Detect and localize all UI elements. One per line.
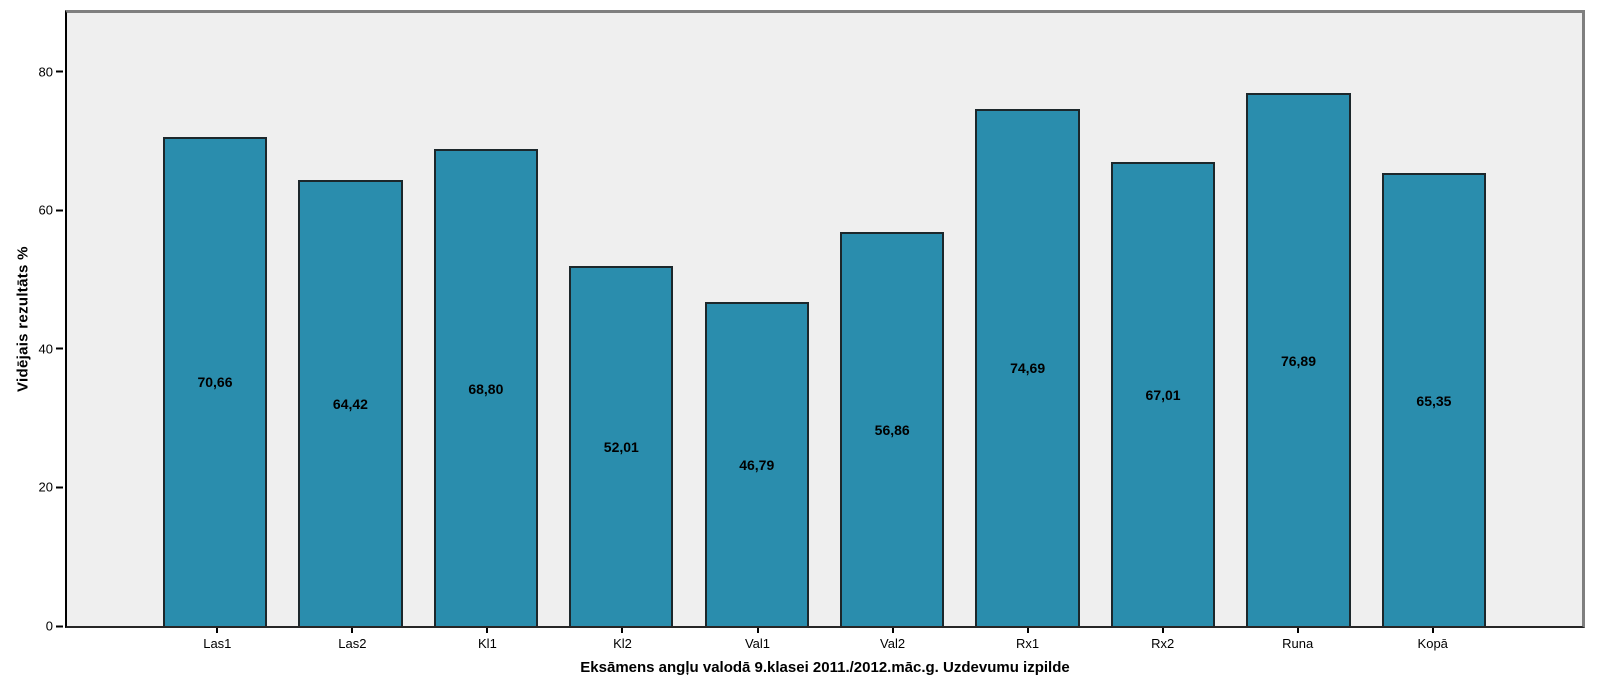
x-tick-mark: [891, 628, 894, 633]
x-tick-label: Val1: [744, 636, 771, 651]
x-tick-label: Rx1: [1016, 636, 1040, 651]
x-tick-Kl2: Kl2: [555, 628, 690, 651]
bar-Las2[interactable]: 64,42: [298, 179, 403, 626]
x-tick-label: Las1: [203, 636, 232, 651]
bar-Kopā[interactable]: 65,35: [1381, 173, 1487, 626]
bar-value-label: 46,79: [739, 456, 775, 473]
bar-value-label: 56,86: [874, 422, 910, 439]
x-tick-mark: [1431, 628, 1434, 633]
x-tick-mark: [1161, 628, 1164, 633]
y-tick-label: 0: [45, 618, 53, 634]
x-tick-Las1: Las1: [150, 628, 285, 651]
x-tick-Val2: Val2: [825, 628, 960, 651]
x-tick-label: Kl2: [613, 636, 632, 651]
bar-slot: 70,66: [147, 13, 282, 626]
y-axis-ticks: 0 20 40 60 80: [0, 13, 63, 634]
bar-Rx1[interactable]: 74,69: [975, 108, 1080, 626]
x-tick-Runa: Runa: [1230, 628, 1365, 651]
x-tick-Val1: Val1: [690, 628, 825, 651]
bar-Runa[interactable]: 76,89: [1246, 93, 1351, 626]
x-tick-label: Kopā: [1417, 636, 1448, 651]
x-tick-Las2: Las2: [285, 628, 420, 651]
bar-value-label: 68,80: [468, 380, 504, 397]
bar-slot: 56,86: [824, 13, 959, 626]
x-tick-Rx2: Rx2: [1095, 628, 1230, 651]
bar-Val1[interactable]: 46,79: [704, 301, 809, 626]
bar-slot: 68,80: [418, 13, 553, 626]
x-tick-mark: [621, 628, 624, 633]
y-tick-60: 60: [39, 203, 63, 218]
bar-slot: 67,01: [1095, 13, 1230, 626]
bar-Val2[interactable]: 56,86: [840, 232, 945, 626]
y-tick-mark: [56, 209, 63, 212]
bar-value-label: 74,69: [1010, 360, 1046, 377]
x-tick-label: Val2: [880, 636, 906, 651]
x-tick-mark: [756, 628, 759, 633]
bar-Rx2[interactable]: 67,01: [1110, 161, 1216, 626]
x-tick-Kopā: Kopā: [1365, 628, 1500, 651]
y-tick-40: 40: [39, 341, 63, 356]
bars-container: 70,66 64,42 68,80 52,01 46,79 56,86 74,69 67,01…: [147, 13, 1501, 626]
bar-slot: 64,42: [283, 13, 418, 626]
x-tick-label: Rx2: [1151, 636, 1175, 651]
y-tick-mark: [56, 486, 63, 489]
x-tick-Kl1: Kl1: [420, 628, 555, 651]
x-axis-labels: Las1 Las2 Kl1 Kl2 Val1 Val2 Rx1 Rx2 Runa Kopā: [65, 628, 1585, 651]
bar-slot: 65,35: [1366, 13, 1501, 626]
plot-area: 0 20 40 60 80 70,66 64,42 68,80 52,01 46,79 56,86…: [39, 10, 1585, 634]
x-tick-label: Las2: [338, 636, 367, 651]
bar-slot: 76,89: [1231, 13, 1366, 626]
y-tick-label: 80: [38, 64, 53, 80]
y-tick-80: 80: [39, 64, 63, 79]
y-tick-mark: [56, 347, 63, 350]
y-tick-label: 60: [38, 202, 53, 218]
bar-value-label: 76,89: [1280, 352, 1317, 369]
bar-Kl2[interactable]: 52,01: [569, 265, 674, 626]
bar-value-label: 52,01: [603, 438, 639, 455]
x-tick-label: Runa: [1282, 636, 1314, 651]
y-tick-0: 0: [46, 619, 63, 634]
bar-slot: 74,69: [960, 13, 1095, 626]
y-tick-label: 40: [38, 341, 53, 357]
x-axis-title: Eksāmens angļu valodā 9.klasei 2011./201…: [580, 659, 1070, 676]
x-tick-label: Kl1: [478, 636, 497, 651]
bar-value-label: 67,01: [1145, 386, 1181, 403]
y-tick-label: 20: [38, 479, 53, 495]
x-tick-mark: [216, 628, 219, 633]
bar-value-label: 64,42: [332, 395, 368, 412]
bar-slot: 46,79: [689, 13, 824, 626]
x-tick-mark: [1026, 628, 1029, 633]
x-tick-mark: [1296, 628, 1299, 633]
bar-Las1[interactable]: 70,66: [162, 136, 268, 626]
y-tick-20: 20: [39, 480, 63, 495]
y-tick-mark: [56, 625, 63, 627]
bar-value-label: 70,66: [197, 374, 233, 391]
bar-value-label: 65,35: [1416, 392, 1452, 409]
x-tick-mark: [486, 628, 489, 633]
x-tick-mark: [351, 628, 354, 633]
bar-Kl1[interactable]: 68,80: [433, 149, 539, 626]
x-tick-Rx1: Rx1: [960, 628, 1095, 651]
bar-slot: 52,01: [554, 13, 689, 626]
y-tick-mark: [56, 70, 63, 73]
